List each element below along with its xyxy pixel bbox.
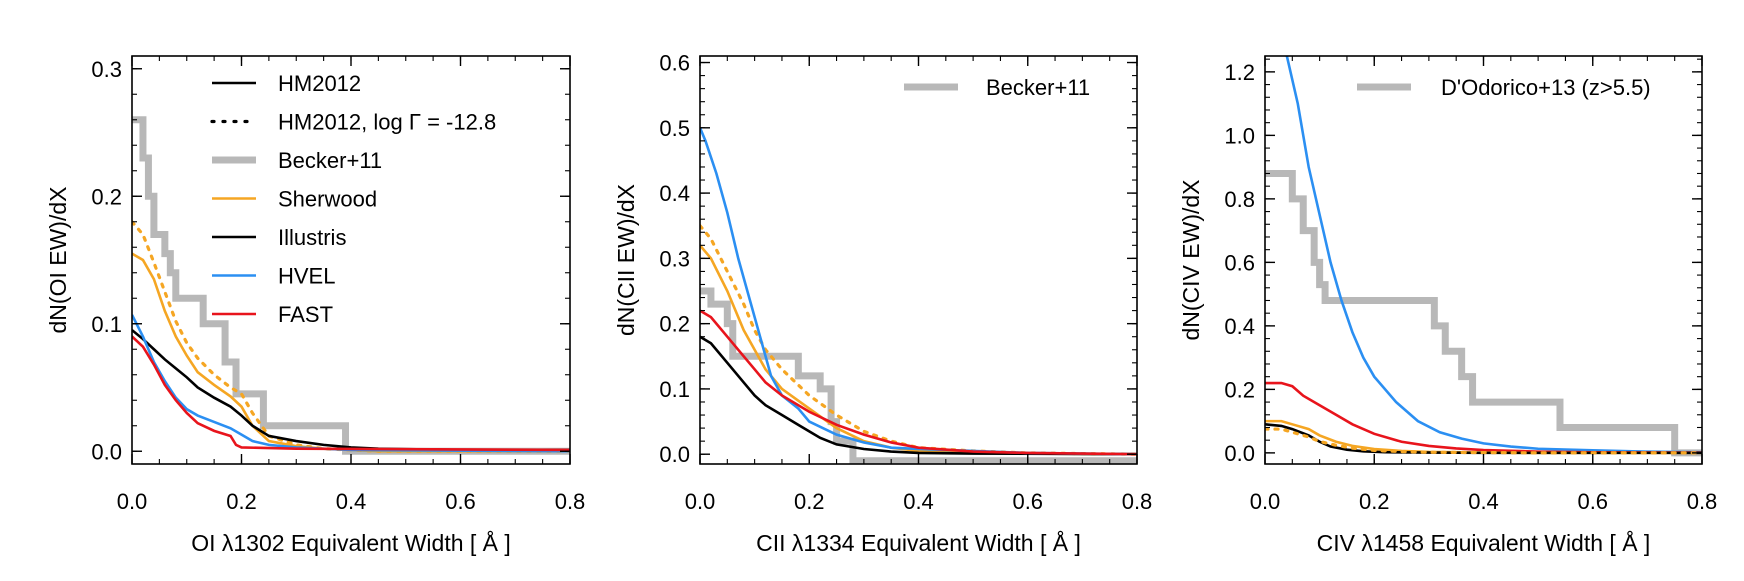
legend-label: FAST (278, 302, 333, 327)
legend-label: HVEL (278, 264, 335, 289)
series-group (1265, 56, 1702, 457)
y-tick-label: 0.6 (659, 51, 690, 76)
series-hvel (132, 314, 570, 453)
y-tick-label: 0.4 (1224, 314, 1255, 339)
legend-label: HM2012, log Γ = -12.8 (278, 110, 496, 135)
x-axis-title: OI λ1302 Equivalent Width [ Å ] (191, 529, 511, 556)
x-tick-label: 0.8 (555, 489, 586, 514)
y-tick-label: 0.6 (1224, 250, 1255, 275)
y-tick-label: 1.0 (1224, 123, 1255, 148)
panel-oi: 0.0 0.2 0.4 0.6 0.8 0.0 0.1 0.2 0.3 OI λ1302 Equi… (45, 55, 586, 556)
y-tick-label: 0.5 (659, 116, 690, 141)
series-data (132, 116, 570, 455)
legend-label: Becker+11 (986, 75, 1090, 100)
series-sherwood-dotted (1265, 427, 1702, 455)
series-fast (700, 309, 1137, 456)
x-tick-label: 0.2 (226, 489, 257, 514)
y-tick-label: 0.0 (659, 442, 690, 467)
legend: HM2012 HM2012, log Γ = -12.8 Becker+11 Sher… (210, 71, 496, 327)
series-fast (132, 335, 570, 452)
legend-label: HM2012 (278, 71, 361, 96)
y-tick-label: 0.3 (91, 57, 122, 82)
series-illustris (1265, 423, 1702, 455)
series-illustris (132, 329, 570, 452)
y-tick-label: 0.4 (659, 181, 690, 206)
y-axis-title: dN(CII EW)/dX (613, 184, 639, 336)
series-data (1265, 169, 1702, 457)
x-tick-label: 0.8 (1122, 489, 1153, 514)
legend: D'Odorico+13 (z>5.5) (1357, 75, 1651, 100)
y-tick-label: 0.0 (1224, 441, 1255, 466)
legend-label: Becker+11 (278, 148, 382, 173)
series-data (700, 287, 1137, 464)
y-axis-title: dN(OI EW)/dX (45, 187, 71, 334)
x-tick-label: 0.6 (1577, 489, 1608, 514)
panel-civ: 0.0 0.2 0.4 0.6 0.8 0.0 0.2 0.4 0.6 0.8 1.0 1.2 CIV … (1178, 55, 1718, 556)
x-tick-label: 0.2 (1359, 489, 1390, 514)
x-axis-title: CII λ1334 Equivalent Width [ Å ] (756, 529, 1081, 556)
x-axis-title: CIV λ1458 Equivalent Width [ Å ] (1317, 529, 1651, 556)
y-tick-label: 0.3 (659, 246, 690, 271)
series-group (700, 127, 1137, 464)
legend-label: Sherwood (278, 187, 377, 212)
legend: Becker+11 (904, 75, 1090, 100)
y-tick-label: 0.2 (1224, 377, 1255, 402)
y-axis-title: dN(CIV EW)/dX (1178, 179, 1204, 340)
y-tick-label: 0.2 (659, 312, 690, 337)
series-fast (1265, 381, 1702, 454)
series-sherwood-dotted (700, 224, 1137, 456)
y-tick-label: 0.1 (91, 312, 122, 337)
panel-cii: 0.0 0.2 0.4 0.6 0.8 0.0 0.1 0.2 0.3 0.4 0.5 0.6 CII … (613, 51, 1152, 556)
x-tick-label: 0.4 (336, 489, 367, 514)
x-tick-label: 0.6 (445, 489, 476, 514)
y-tick-label: 0.1 (659, 377, 690, 402)
legend-label: Illustris (278, 225, 346, 250)
x-tick-label: 0.4 (903, 489, 934, 514)
x-tick-label: 0.0 (117, 489, 148, 514)
x-tick-label: 0.6 (1012, 489, 1043, 514)
y-tick-label: 0.0 (91, 439, 122, 464)
plot-frame (699, 55, 1138, 465)
x-tick-label: 0.4 (1468, 489, 1499, 514)
x-tick-label: 0.8 (1687, 489, 1718, 514)
series-illustris (700, 335, 1137, 456)
x-tick-label: 0.2 (794, 489, 825, 514)
x-tick-label: 0.0 (685, 489, 716, 514)
series-group (132, 116, 570, 455)
legend-label: D'Odorico+13 (z>5.5) (1441, 75, 1651, 100)
series-hvel (1285, 56, 1702, 454)
y-tick-label: 1.2 (1224, 60, 1255, 85)
x-tick-label: 0.0 (1250, 489, 1281, 514)
y-tick-label: 0.2 (91, 184, 122, 209)
y-tick-label: 0.8 (1224, 187, 1255, 212)
